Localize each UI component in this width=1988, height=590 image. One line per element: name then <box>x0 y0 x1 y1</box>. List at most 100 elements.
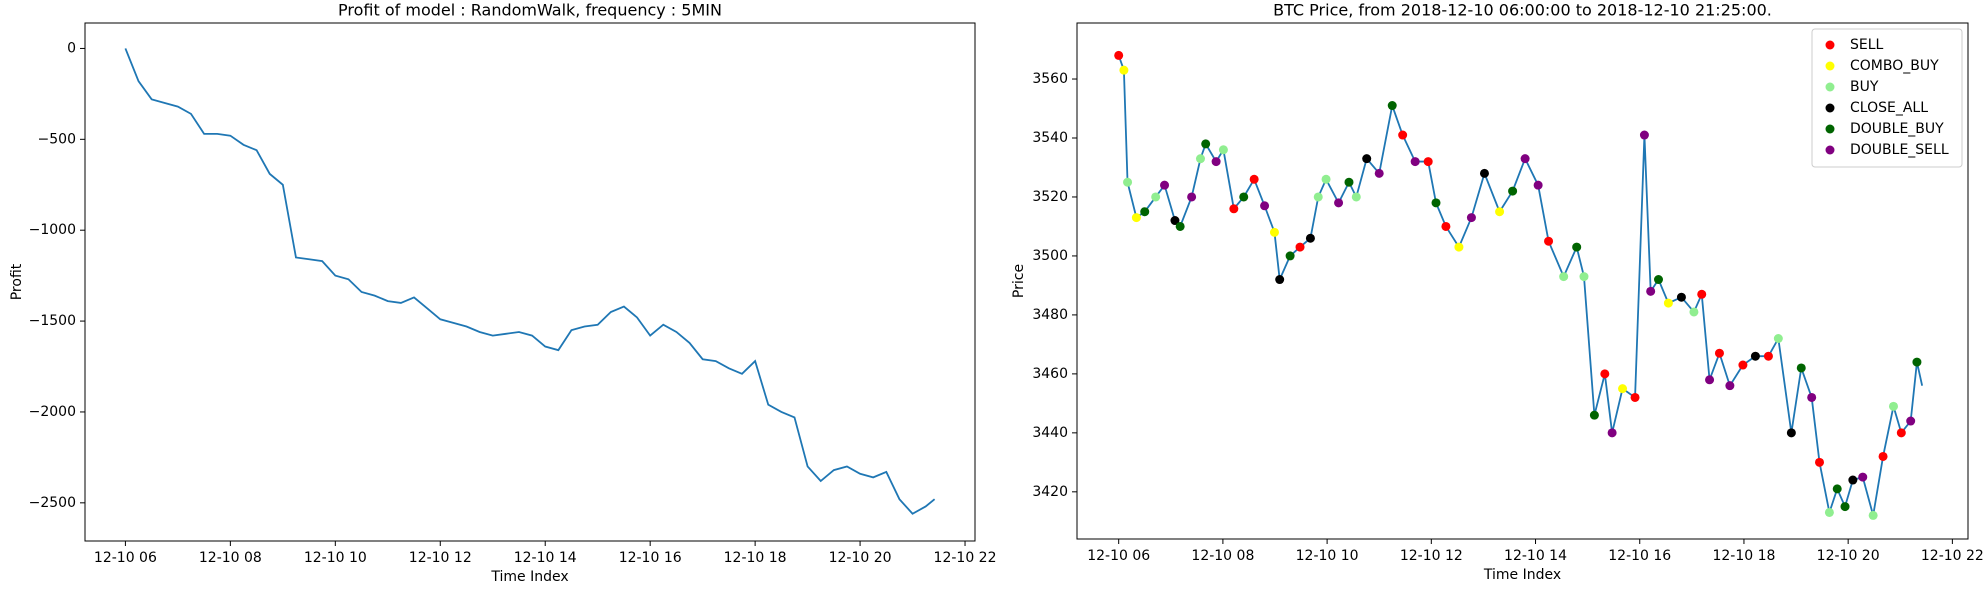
scatter-point <box>1653 275 1663 285</box>
scatter-point <box>1912 357 1922 367</box>
x-tick-label: 12-10 10 <box>1296 548 1359 564</box>
y-tick-label: 3480 <box>1032 307 1068 323</box>
scatter-point <box>1495 207 1505 217</box>
scatter-point <box>1398 130 1408 140</box>
scatter-point <box>1423 157 1433 167</box>
x-axis-label: Time Index <box>490 569 568 585</box>
scatter-point <box>1140 207 1150 217</box>
scatter-point <box>1218 145 1228 155</box>
legend-marker <box>1825 61 1835 71</box>
scatter-point <box>1697 289 1707 299</box>
y-tick-label: 3500 <box>1032 248 1068 264</box>
scatter-point <box>1848 475 1858 485</box>
x-tick-label: 12-10 14 <box>1504 548 1567 564</box>
scatter-point <box>1295 242 1305 252</box>
scatter-point <box>1896 428 1906 438</box>
x-tick-label: 12-10 20 <box>829 550 892 566</box>
legend-label: COMBO_BUY <box>1850 58 1939 74</box>
scatter-point <box>1600 369 1610 379</box>
scatter-point <box>1195 154 1205 164</box>
scatter-point <box>1466 213 1476 223</box>
scatter-point <box>1559 272 1569 282</box>
scatter-point <box>1187 192 1197 202</box>
scatter-point <box>1815 457 1824 467</box>
y-tick-label: −1500 <box>29 313 76 329</box>
x-tick-label: 12-10 06 <box>94 550 157 566</box>
scatter-point <box>1888 401 1898 411</box>
scatter-point <box>1229 204 1239 214</box>
scatter-point <box>1705 375 1715 385</box>
scatter-point <box>1431 198 1441 208</box>
y-tick-label: 3420 <box>1032 484 1068 500</box>
x-tick-label: 12-10 06 <box>1087 548 1150 564</box>
legend <box>1811 28 1963 168</box>
legend-label: DOUBLE_SELL <box>1850 142 1949 158</box>
scatter-point <box>1572 242 1582 252</box>
scatter-point <box>1832 484 1842 494</box>
x-tick-label: 12-10 10 <box>304 550 367 566</box>
chart-title: Profit of model : RandomWalk, frequency … <box>338 1 722 20</box>
scatter-point <box>1441 221 1451 231</box>
scatter-point <box>1618 384 1628 394</box>
x-tick-label: 12-10 16 <box>619 550 682 566</box>
scatter-point <box>1410 157 1420 167</box>
scatter-point <box>1508 186 1518 196</box>
legend-marker <box>1825 82 1835 92</box>
scatter-point <box>1160 180 1170 190</box>
scatter-point <box>1351 192 1361 202</box>
scatter-point <box>1249 174 1259 184</box>
scatter-point <box>1533 180 1543 190</box>
scatter-point <box>1796 363 1806 373</box>
x-tick-label: 12-10 20 <box>1817 548 1880 564</box>
scatter-point <box>1334 198 1344 208</box>
scatter-point <box>1269 227 1279 237</box>
x-tick-label: 12-10 14 <box>514 550 577 566</box>
scatter-point <box>1824 507 1834 517</box>
legend-label: CLOSE_ALL <box>1850 100 1928 116</box>
x-tick-label: 12-10 18 <box>724 550 787 566</box>
scatter-point <box>1321 174 1331 184</box>
scatter-point <box>1773 333 1783 343</box>
y-tick-label: 3520 <box>1032 189 1068 205</box>
x-tick-label: 12-10 22 <box>1921 548 1984 564</box>
scatter-point <box>1646 286 1656 296</box>
scatter-point <box>1520 154 1530 164</box>
scatter-point <box>1119 65 1129 75</box>
legend-label: BUY <box>1850 79 1879 95</box>
scatter-point <box>1123 177 1133 187</box>
y-tick-label: 3460 <box>1032 366 1068 382</box>
scatter-point <box>1344 177 1354 187</box>
scatter-point <box>1714 348 1724 358</box>
scatter-point <box>1211 157 1221 167</box>
scatter-point <box>1589 410 1599 420</box>
scatter-point <box>1114 50 1124 60</box>
scatter-point <box>1579 272 1589 282</box>
scatter-point <box>1786 428 1796 438</box>
scatter-point <box>1689 307 1699 317</box>
x-tick-label: 12-10 08 <box>1191 548 1254 564</box>
axes-frame <box>84 22 976 542</box>
scatter-point <box>1170 216 1180 226</box>
y-tick-label: 0 <box>67 40 76 56</box>
scatter-point <box>1362 154 1372 164</box>
y-tick-label: 3440 <box>1032 425 1068 441</box>
scatter-point <box>1544 236 1554 246</box>
scatter-point <box>1201 139 1211 149</box>
data-line <box>124 48 936 515</box>
scatter-point <box>1607 428 1617 438</box>
scatter-point <box>1275 275 1285 285</box>
y-axis-label: Profit <box>9 263 25 300</box>
y-tick-label: −2500 <box>29 495 76 511</box>
scatter-point <box>1285 251 1295 261</box>
scatter-point <box>1260 201 1270 211</box>
scatter-point <box>1630 392 1640 402</box>
scatter-point <box>1906 416 1916 426</box>
scatter-point <box>1807 392 1817 402</box>
scatter-point <box>1313 192 1323 202</box>
x-tick-label: 12-10 18 <box>1712 548 1775 564</box>
y-axis-label: Price <box>1011 264 1027 298</box>
legend-marker <box>1825 145 1835 155</box>
scatter-point <box>1663 298 1673 308</box>
scatter-point <box>1175 221 1185 231</box>
